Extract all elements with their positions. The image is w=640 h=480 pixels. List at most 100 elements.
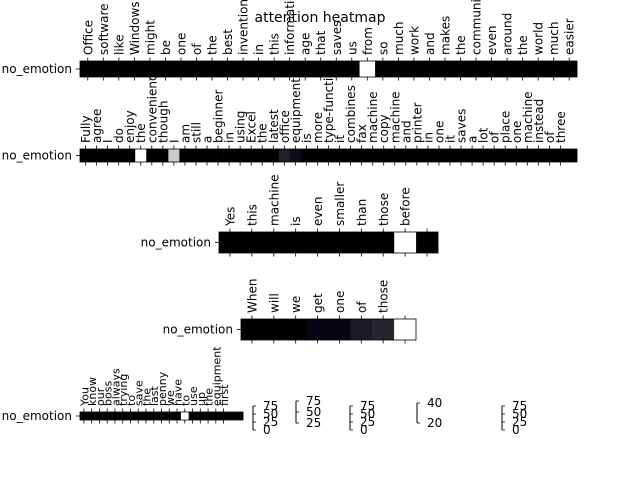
heatmap-cell bbox=[394, 232, 417, 253]
token-label: type-function bbox=[322, 63, 336, 143]
heatmap-cell bbox=[190, 149, 202, 162]
token-label: do bbox=[112, 128, 126, 143]
colorbar-tick-label: 25 bbox=[263, 415, 278, 429]
colorbar-tick-label: 75 bbox=[360, 399, 375, 413]
token-label: Windows bbox=[128, 1, 142, 55]
token-label: one bbox=[174, 33, 188, 55]
token-label: of bbox=[543, 131, 557, 143]
heatmap-cell bbox=[95, 412, 104, 420]
heatmap-cell bbox=[179, 149, 191, 162]
token-label: equipment bbox=[289, 78, 303, 143]
token-label: I bbox=[167, 139, 181, 143]
heatmap-panel-5: no_emotionYouknowourbossalwaystryingtosa… bbox=[2, 346, 244, 424]
token-label: best bbox=[221, 29, 235, 55]
heatmap-cell bbox=[80, 149, 92, 162]
heatmap-cell bbox=[350, 319, 373, 340]
heatmap-cell bbox=[80, 412, 89, 420]
heatmap-cell bbox=[80, 61, 96, 77]
row-label: no_emotion bbox=[2, 149, 72, 163]
token-label: inventions bbox=[237, 0, 251, 55]
token-label: convenience bbox=[145, 67, 159, 143]
heatmap-cell bbox=[300, 149, 313, 162]
token-label: the bbox=[256, 123, 270, 143]
token-label: and bbox=[423, 32, 437, 55]
token-label: lot bbox=[477, 127, 491, 143]
heatmap-cell bbox=[212, 149, 224, 162]
heatmap-cell bbox=[345, 149, 357, 162]
heatmap-cell bbox=[543, 149, 556, 162]
colorbar-tick-label: 25 bbox=[360, 415, 375, 429]
token-label: up bbox=[195, 392, 208, 406]
token-label: am bbox=[178, 124, 192, 143]
heatmap-cell bbox=[250, 61, 267, 77]
token-label: this bbox=[268, 33, 282, 55]
heatmap-cell bbox=[267, 149, 280, 162]
token-label: saves bbox=[455, 109, 469, 143]
heatmap-cell bbox=[378, 149, 390, 162]
token-label: combines bbox=[344, 85, 358, 143]
heatmap-cell bbox=[278, 149, 291, 162]
heatmap-cell bbox=[483, 61, 500, 77]
token-label: machine bbox=[388, 91, 402, 143]
token-label: one bbox=[510, 121, 524, 143]
heatmap-cell bbox=[91, 149, 103, 162]
heatmap-cell bbox=[455, 149, 467, 162]
heatmap-cell bbox=[102, 149, 114, 162]
heatmap-cell bbox=[367, 149, 379, 162]
colorbar-tick-label: 50 bbox=[512, 407, 527, 421]
token-label: a bbox=[466, 136, 480, 143]
token-label: so bbox=[376, 41, 390, 55]
heatmap-cell bbox=[241, 319, 264, 340]
heatmap-cell bbox=[266, 61, 283, 77]
heatmap-cell bbox=[532, 149, 545, 162]
colorbar-tick-label: 75 bbox=[512, 399, 527, 413]
heatmap-cell bbox=[289, 149, 302, 162]
token-label: Fully bbox=[79, 115, 93, 143]
heatmap-cell bbox=[134, 412, 143, 420]
heatmap-cell bbox=[262, 319, 286, 340]
token-label: using bbox=[234, 111, 248, 143]
token-label: smaller bbox=[333, 182, 347, 226]
token-label: to bbox=[179, 395, 192, 406]
heatmap-cell bbox=[356, 149, 368, 162]
heatmap-cell bbox=[545, 61, 562, 77]
heatmap-cell bbox=[411, 149, 423, 162]
token-label: last bbox=[148, 385, 161, 406]
token-label: three bbox=[554, 111, 568, 143]
heatmap-cell bbox=[312, 61, 329, 77]
heatmap-cell bbox=[466, 149, 478, 162]
heatmap-cell bbox=[284, 232, 307, 253]
heatmap-cell bbox=[433, 149, 445, 162]
heatmap-cell bbox=[111, 412, 120, 420]
heatmap-cell bbox=[452, 61, 469, 77]
heatmap-cell bbox=[188, 61, 205, 77]
heatmap-cell bbox=[126, 61, 143, 77]
token-label: will bbox=[267, 293, 281, 313]
token-label: copy bbox=[377, 114, 391, 143]
heatmap-cell bbox=[444, 149, 456, 162]
token-label: beginner bbox=[212, 89, 226, 143]
heatmap-cell bbox=[297, 61, 314, 77]
heatmap-cell bbox=[157, 412, 166, 420]
colorbar-tick-label: 20 bbox=[427, 416, 442, 430]
token-label: first bbox=[218, 384, 231, 406]
heatmap-panel-3: no_emotion Yes this machine is even smaller tha… bbox=[141, 174, 439, 257]
token-label: age bbox=[299, 33, 313, 55]
heatmap-cell bbox=[311, 149, 324, 162]
row-label: no_emotion bbox=[2, 62, 72, 76]
token-label: to bbox=[125, 395, 138, 406]
heatmap-panel-2: no_emotionFullyagreeIdoenjoytheconvenien… bbox=[2, 63, 578, 166]
token-label: of bbox=[355, 301, 369, 313]
token-label: easier bbox=[563, 18, 577, 55]
token-label: communication bbox=[470, 0, 484, 55]
token-label: fax bbox=[355, 124, 369, 143]
heatmap-cell bbox=[240, 232, 264, 253]
heatmap-cell bbox=[390, 61, 407, 77]
token-label: trying bbox=[117, 374, 130, 406]
token-label: even bbox=[311, 197, 325, 226]
heatmap-cell bbox=[168, 149, 180, 162]
token-label: work bbox=[407, 26, 421, 55]
